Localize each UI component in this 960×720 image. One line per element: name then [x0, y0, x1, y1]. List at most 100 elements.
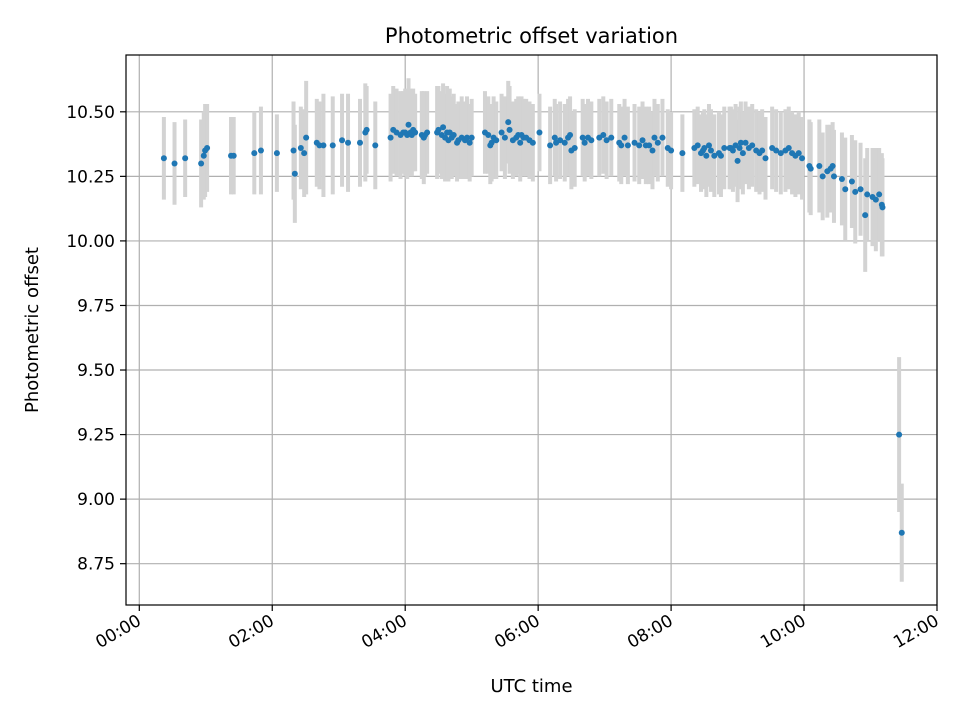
data-point — [624, 142, 631, 149]
data-point — [864, 191, 871, 198]
data-point — [862, 212, 869, 219]
x-axis-label: UTC time — [490, 676, 572, 697]
data-point — [621, 134, 628, 141]
data-point — [848, 178, 855, 185]
y-tick-label: 8.75 — [77, 555, 115, 575]
data-point — [646, 142, 653, 149]
data-point — [182, 155, 189, 162]
data-point — [701, 144, 708, 151]
data-point — [749, 142, 756, 149]
data-point — [734, 157, 741, 164]
data-point — [551, 134, 558, 141]
data-point — [737, 139, 744, 146]
data-point — [603, 137, 610, 144]
data-point — [618, 142, 625, 149]
data-point — [707, 147, 714, 154]
data-point — [536, 129, 543, 136]
y-tick-label: 9.50 — [77, 361, 115, 381]
data-point — [505, 119, 512, 126]
data-point — [506, 126, 513, 133]
data-point — [636, 142, 643, 149]
data-point — [485, 132, 492, 139]
data-point — [567, 132, 574, 139]
data-point — [759, 147, 766, 154]
data-point — [830, 173, 837, 180]
data-point — [600, 132, 607, 139]
data-point — [468, 134, 475, 141]
data-point — [872, 196, 879, 203]
y-tick-label: 10.50 — [66, 103, 115, 123]
data-point — [387, 134, 394, 141]
data-points — [160, 119, 905, 536]
data-point — [654, 139, 661, 146]
data-point — [571, 144, 578, 151]
y-tick-label: 9.75 — [77, 296, 115, 316]
data-point — [412, 129, 419, 136]
data-point — [320, 142, 327, 149]
data-point — [160, 155, 167, 162]
y-tick-label: 10.00 — [66, 232, 115, 252]
data-point — [230, 152, 237, 159]
data-point — [819, 173, 826, 180]
data-point — [659, 134, 666, 141]
data-point — [785, 144, 792, 151]
data-point — [464, 134, 471, 141]
data-point — [171, 160, 178, 167]
data-point — [807, 165, 814, 172]
data-point — [668, 147, 675, 154]
data-point — [816, 163, 823, 170]
data-point — [717, 152, 724, 159]
data-point — [561, 139, 568, 146]
data-point — [345, 139, 352, 146]
data-point — [838, 175, 845, 182]
data-point — [440, 124, 447, 131]
data-point — [291, 170, 298, 177]
data-point — [488, 139, 495, 146]
data-point — [795, 150, 802, 157]
data-point — [736, 144, 743, 151]
data-point — [651, 134, 658, 141]
y-tick-label: 9.25 — [77, 426, 115, 446]
data-point — [898, 529, 905, 536]
data-point — [301, 150, 308, 157]
data-point — [879, 204, 886, 211]
data-point — [639, 137, 646, 144]
data-point — [198, 160, 205, 167]
data-point — [257, 147, 264, 154]
data-point — [762, 155, 769, 162]
data-point — [290, 147, 297, 154]
data-point — [501, 134, 508, 141]
data-point — [517, 139, 524, 146]
data-point — [329, 142, 336, 149]
data-point — [842, 186, 849, 193]
data-point — [273, 150, 280, 157]
data-point — [649, 147, 656, 154]
data-point — [852, 188, 859, 195]
data-point — [529, 139, 536, 146]
data-point — [581, 139, 588, 146]
data-point — [200, 152, 207, 159]
data-point — [547, 142, 554, 149]
data-point — [799, 155, 806, 162]
data-point — [297, 144, 304, 151]
data-point — [251, 150, 258, 157]
chart-title: Photometric offset variation — [385, 24, 678, 48]
data-point — [631, 139, 638, 146]
data-point — [773, 147, 780, 154]
data-point — [339, 137, 346, 144]
data-point — [303, 134, 310, 141]
data-point — [729, 147, 736, 154]
data-point — [450, 132, 457, 139]
data-point — [711, 152, 718, 159]
data-point — [356, 139, 363, 146]
y-tick-label: 10.25 — [66, 167, 115, 187]
data-point — [363, 126, 370, 133]
data-point — [679, 150, 686, 157]
data-point — [588, 137, 595, 144]
data-point — [739, 150, 746, 157]
data-point — [703, 152, 710, 159]
data-point — [857, 186, 864, 193]
data-point — [876, 191, 883, 198]
